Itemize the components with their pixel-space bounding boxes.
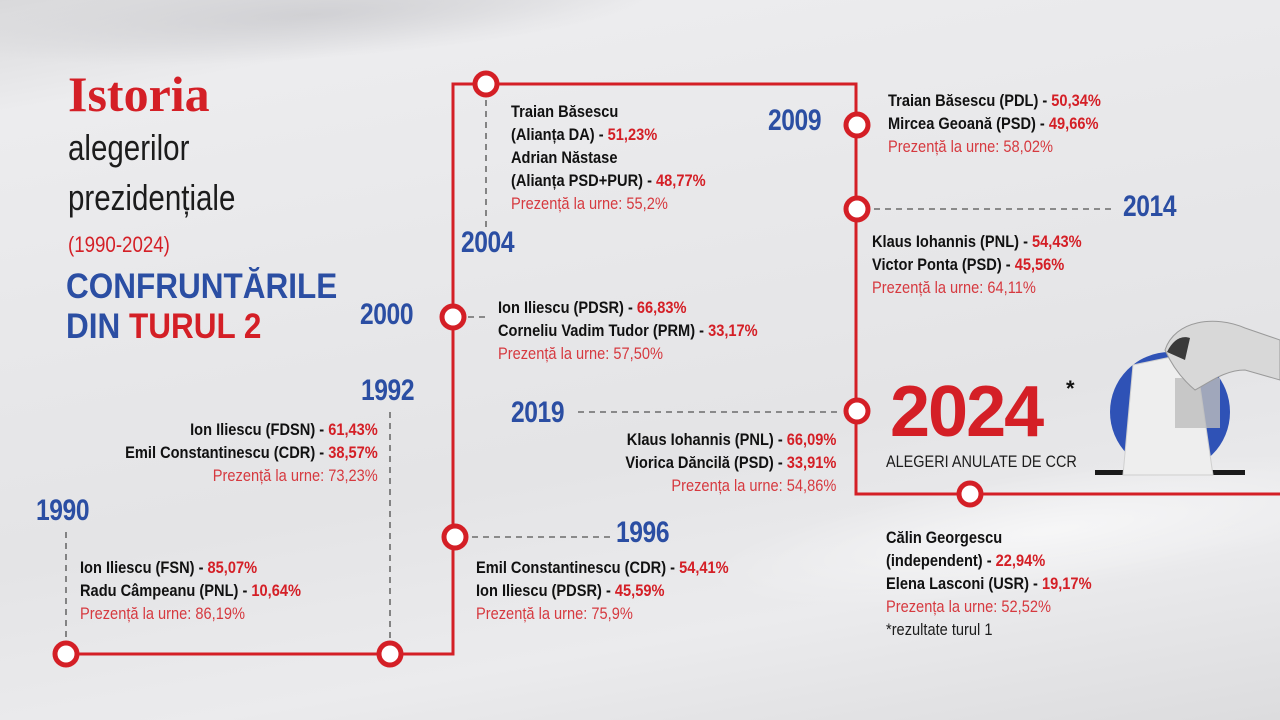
turnout: Prezența la urne: 54,86% [671, 476, 836, 495]
candidate-2: Radu Câmpeanu (PNL) - 10,64% [80, 581, 301, 600]
election-1992: Ion Iliescu (FDSN) - 61,43% Emil Constan… [84, 418, 378, 487]
year-label-1992: 1992 [361, 374, 415, 407]
candidate-2: (Alianța PSD+PUR) - 48,77% [511, 171, 706, 190]
election-2024: Călin Georgescu (independent) - 22,94% E… [886, 526, 1125, 641]
candidate-1-name: Traian Băsescu [511, 102, 619, 121]
node-2004 [472, 70, 500, 98]
footnote-asterisk: * [1066, 376, 1075, 401]
turnout: Prezență la urne: 58,02% [888, 137, 1053, 156]
turnout: Prezență la urne: 86,19% [80, 604, 245, 623]
year-label-1990: 1990 [36, 494, 90, 527]
election-2004: Traian Băsescu (Alianța DA) - 51,23% Adr… [511, 100, 737, 215]
page-title: Istoria [68, 66, 210, 122]
heading-din: DIN [66, 307, 129, 346]
candidate-2: Ion Iliescu (PDSR) - 45,59% [476, 581, 665, 600]
annulled-note: ALEGERI ANULATE DE CCR [886, 452, 1077, 471]
candidate-1: Ion Iliescu (PDSR) - 66,83% [498, 298, 687, 317]
node-2024 [956, 480, 984, 508]
node-2009 [843, 111, 871, 139]
node-1992 [376, 640, 404, 668]
turnout: Prezență la urne: 57,50% [498, 344, 663, 363]
candidate-1: Klaus Iohannis (PNL) - 66,09% [626, 430, 836, 449]
candidate-2-name: Adrian Năstase [511, 148, 618, 167]
ballot-box-hand-icon [1095, 320, 1280, 476]
turnout: Prezență la urne: 55,2% [511, 194, 668, 213]
candidate-1: Traian Băsescu (PDL) - 50,34% [888, 91, 1101, 110]
heading-turul-2: DIN TURUL 2 [66, 308, 261, 346]
node-1996 [441, 523, 469, 551]
footnote: *rezultate turul 1 [886, 620, 993, 639]
candidate-1: (independent) - 22,94% [886, 551, 1046, 570]
candidate-2: Emil Constantinescu (CDR) - 38,57% [125, 443, 378, 462]
subtitle-line1: alegerilor [68, 127, 190, 168]
election-2014: Klaus Iohannis (PNL) - 54,43% Victor Pon… [872, 230, 1116, 299]
candidate-1: Ion Iliescu (FDSN) - 61,43% [190, 420, 378, 439]
node-2000 [439, 303, 467, 331]
candidate-1: Emil Constantinescu (CDR) - 54,41% [476, 558, 729, 577]
election-1996: Emil Constantinescu (CDR) - 54,41% Ion I… [476, 556, 770, 625]
year-label-2014: 2014 [1123, 190, 1177, 223]
year-label-2004: 2004 [461, 226, 515, 259]
candidate-1: (Alianța DA) - 51,23% [511, 125, 658, 144]
candidate-2: Elena Lasconi (USR) - 19,17% [886, 574, 1092, 593]
year-label-2000: 2000 [360, 298, 414, 331]
node-2019 [843, 397, 871, 425]
candidate-1: Klaus Iohannis (PNL) - 54,43% [872, 232, 1082, 251]
candidate-1: Ion Iliescu (FSN) - 85,07% [80, 558, 258, 577]
candidate-2: Mircea Geoană (PSD) - 49,66% [888, 114, 1099, 133]
heading-turul: TURUL 2 [129, 307, 262, 346]
node-2014 [843, 195, 871, 223]
candidate-1-name: Călin Georgescu [886, 528, 1003, 547]
year-label-2009: 2009 [768, 104, 822, 137]
turnout: Prezența la urne: 52,52% [886, 597, 1051, 616]
candidate-2: Corneliu Vadim Tudor (PRM) - 33,17% [498, 321, 758, 340]
turnout: Prezență la urne: 64,11% [872, 278, 1036, 297]
election-2000: Ion Iliescu (PDSR) - 66,83% Corneliu Vad… [498, 296, 800, 365]
candidate-2: Viorica Dăncilă (PSD) - 33,91% [624, 453, 836, 472]
turnout: Prezență la urne: 75,9% [476, 604, 633, 623]
year-label-2019: 2019 [511, 396, 565, 429]
election-2009: Traian Băsescu (PDL) - 50,34% Mircea Geo… [888, 89, 1136, 158]
subtitle-line2: prezidențiale [68, 177, 236, 218]
election-1990: Ion Iliescu (FSN) - 85,07% Radu Câmpeanu… [80, 556, 337, 625]
turnout: Prezență la urne: 73,23% [213, 466, 378, 485]
year-range: (1990-2024) [68, 232, 170, 257]
node-1990 [52, 640, 80, 668]
year-label-1996: 1996 [616, 516, 670, 549]
candidate-2: Victor Ponta (PSD) - 45,56% [872, 255, 1065, 274]
election-2019: Klaus Iohannis (PNL) - 66,09% Viorica Dă… [591, 428, 836, 497]
heading-confruntari: CONFRUNTĂRILE [66, 267, 338, 306]
year-label-2024: 2024 [890, 372, 1044, 452]
